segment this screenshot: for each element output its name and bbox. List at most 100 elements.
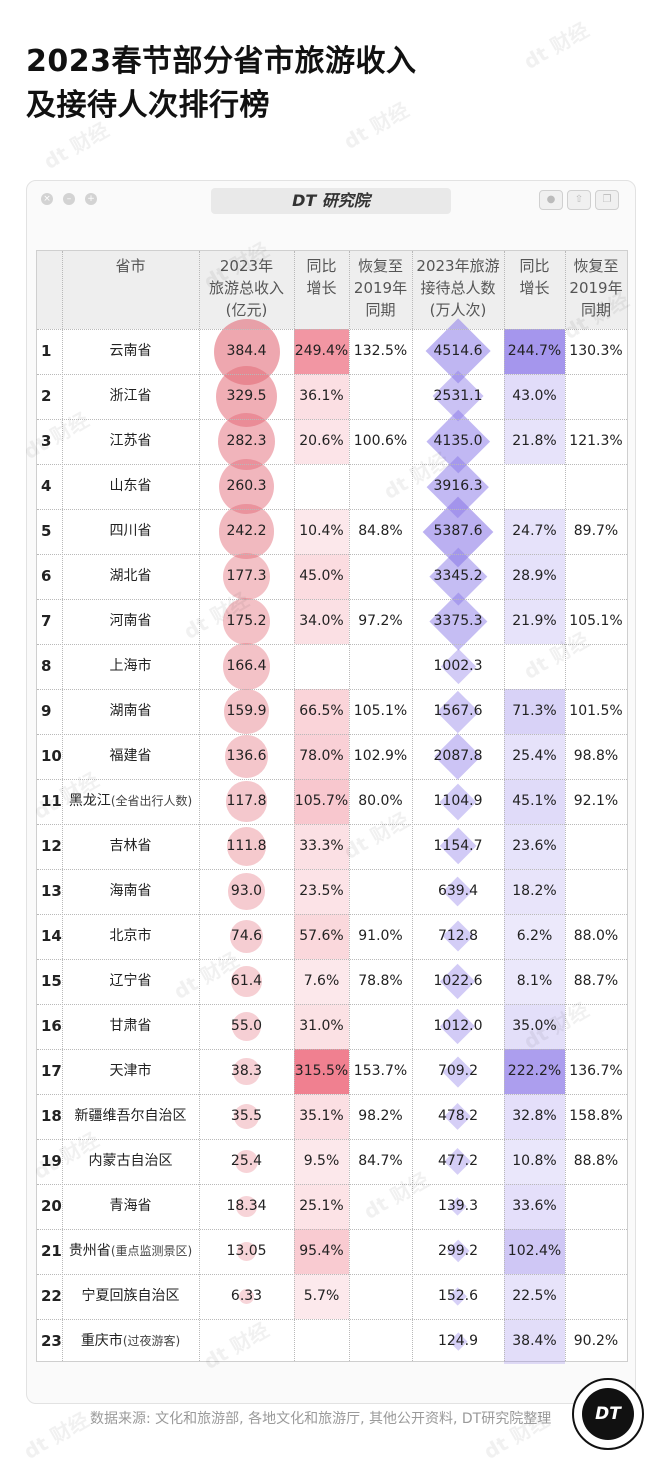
row-divider [37, 374, 627, 375]
vis-growth-cell: 8.1% [516, 973, 553, 989]
close-icon[interactable]: × [41, 193, 53, 205]
visitors-cell: 4135.0 [433, 433, 483, 449]
vis-growth-cell: 25.4% [512, 748, 557, 764]
visitor-growth-shade [504, 554, 565, 599]
province-name-text: 黑龙江 [68, 793, 111, 809]
province-name-text: 新疆维吾尔自治区 [74, 1108, 187, 1124]
visitor-growth-shade [504, 779, 565, 824]
header-recovery-line: 同期 [365, 301, 396, 319]
vis-recovery-cell: 136.7% [569, 1063, 623, 1079]
header-revenue-recovery: 恢复至 2019年 同期 [349, 251, 412, 329]
province-note: (重点监测景区) [110, 1244, 193, 1258]
province-name-text: 甘肃省 [109, 1018, 152, 1034]
visitor-growth-shade [504, 1049, 565, 1094]
vis-recovery-cell [565, 1229, 627, 1274]
window-title-bar: × – + DT 研究院 ● ⇧ ❐ [27, 181, 635, 221]
revenue-growth-shade [294, 599, 349, 644]
visitor-growth-shade [504, 374, 565, 419]
rev-growth-cell: 33.3% [299, 838, 344, 854]
rank-cell: 18 [41, 1107, 62, 1125]
minimize-icon[interactable]: – [63, 193, 75, 205]
province-name-text: 浙江省 [109, 388, 152, 404]
visitors-cell: 712.8 [437, 928, 479, 944]
vis-growth-cell: 10.8% [512, 1153, 557, 1169]
maximize-icon[interactable]: + [85, 193, 97, 205]
visitors-cell: 5387.6 [433, 523, 483, 539]
visitor-growth-shade [504, 824, 565, 869]
record-icon[interactable]: ● [539, 190, 563, 210]
header-visitors-line: (万人次) [429, 301, 487, 319]
revenue-growth-shade [294, 824, 349, 869]
revenue-growth-shade [294, 1004, 349, 1049]
header-growth-line: 同比 [306, 257, 337, 275]
revenue-circle-mark [223, 688, 270, 735]
column-divider [412, 251, 413, 1361]
row-divider [37, 1229, 627, 1230]
visitors-cell: 1022.6 [433, 973, 483, 989]
visitors-cell: 299.2 [437, 1243, 479, 1259]
revenue-cell: 282.3 [226, 433, 267, 449]
rev-growth-cell: 34.0% [299, 613, 344, 629]
province-name: 贵州省(重点监测景区) [62, 1229, 199, 1274]
visitors-cell: 1567.6 [433, 703, 483, 719]
vis-growth-cell: 32.8% [512, 1108, 557, 1124]
rank-cell: 16 [41, 1017, 62, 1035]
visitor-growth-shade [504, 914, 565, 959]
rev-recovery-cell: 97.2% [358, 613, 403, 629]
row-divider [37, 959, 627, 960]
header-recovery-line: 2019年 [353, 279, 408, 297]
vis-recovery-cell: 158.8% [569, 1108, 623, 1124]
title-line-1: 2023春节部分省市旅游收入 [26, 44, 417, 79]
revenue-circle-mark [228, 873, 265, 910]
row-divider [37, 1274, 627, 1275]
rev-growth-cell: 23.5% [299, 883, 344, 899]
vis-recovery-cell: 88.8% [573, 1153, 619, 1169]
window-title: DT 研究院 [292, 191, 370, 210]
rank-cell: 11 [41, 792, 62, 810]
share-icon[interactable]: ⇧ [567, 190, 591, 210]
vis-recovery-cell: 105.1% [569, 613, 623, 629]
rev-recovery-cell: 78.8% [358, 973, 403, 989]
vis-recovery-cell: 90.2% [573, 1333, 619, 1349]
province-name-text: 福建省 [109, 748, 152, 764]
visitor-growth-shade [504, 734, 565, 779]
province-name-text: 北京市 [109, 928, 152, 944]
rev-growth-cell: 78.0% [299, 748, 344, 764]
rev-growth-cell: 45.0% [299, 568, 344, 584]
header-province-label: 省市 [115, 257, 146, 275]
vis-growth-cell: 28.9% [512, 568, 557, 584]
row-divider [37, 644, 627, 645]
revenue-growth-shade [294, 779, 349, 824]
row-divider [37, 554, 627, 555]
revenue-growth-shade [294, 734, 349, 779]
vis-growth-cell: 102.4% [507, 1243, 562, 1259]
rank-cell: 10 [41, 747, 62, 765]
revenue-cell: 6.33 [230, 1288, 263, 1304]
visitors-cell: 3375.3 [433, 613, 483, 629]
revenue-circle-mark [222, 552, 271, 601]
revenue-circle-mark [218, 458, 275, 515]
visitor-growth-shade [504, 419, 565, 464]
header-revenue-line: (亿元) [225, 301, 268, 319]
province-name-text: 湖南省 [109, 703, 152, 719]
column-divider [199, 251, 200, 1361]
province-name-text: 贵州省 [68, 1243, 111, 1259]
visitor-growth-shade [504, 959, 565, 1004]
visitors-cell: 3916.3 [433, 478, 483, 494]
rank-cell: 5 [41, 522, 52, 540]
province-name-text: 吉林省 [109, 838, 152, 854]
visitors-cell: 639.4 [437, 883, 479, 899]
visitor-growth-shade [504, 329, 565, 374]
province-note: (过夜游客) [122, 1334, 181, 1348]
revenue-cell: 74.6 [230, 928, 263, 944]
row-divider [37, 1049, 627, 1050]
rank-cell: 8 [41, 657, 52, 675]
rev-recovery-cell: 80.0% [358, 793, 403, 809]
copy-icon[interactable]: ❐ [595, 190, 619, 210]
province-name: 辽宁省 [62, 959, 199, 1004]
revenue-growth-shade [294, 1139, 349, 1184]
revenue-circle-mark [233, 1058, 260, 1085]
province-name-text: 湖北省 [109, 568, 152, 584]
revenue-circle-mark [222, 597, 271, 646]
revenue-cell: 329.5 [226, 388, 267, 404]
